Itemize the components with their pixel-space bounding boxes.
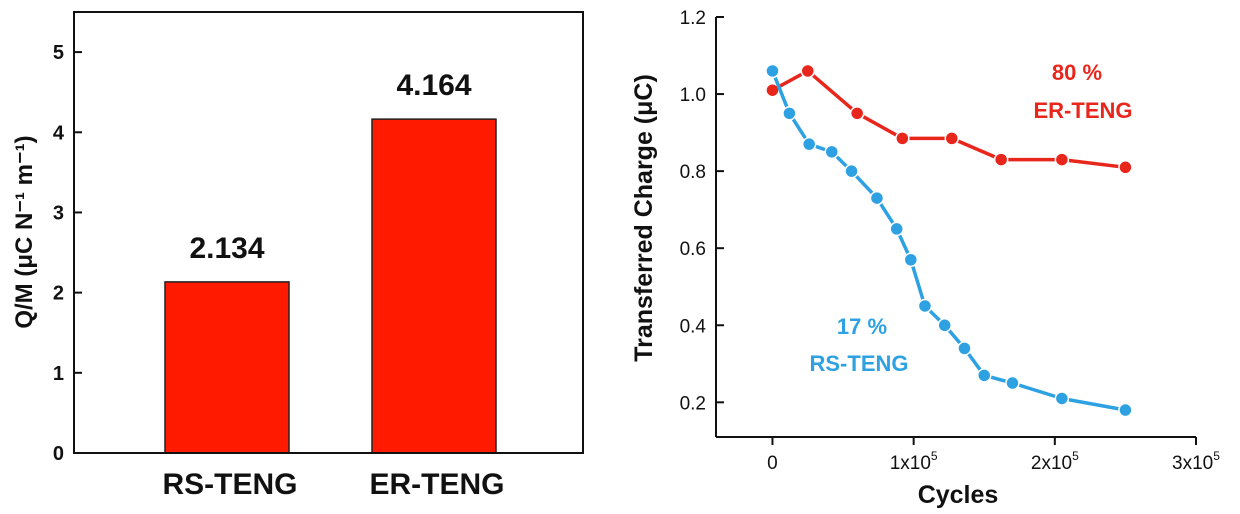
series-point-er-teng xyxy=(849,106,865,121)
bar-y-tick-label: 5 xyxy=(53,42,64,64)
bar-y-tick-label: 2 xyxy=(53,283,64,305)
line-series-group xyxy=(765,63,1133,418)
line-axes xyxy=(715,17,1196,438)
series-point-er-teng xyxy=(895,131,910,146)
bar-data-label: 2.134 xyxy=(189,232,264,265)
series-point-rs-teng xyxy=(889,221,904,237)
line-y-tick-label: 0.8 xyxy=(680,162,706,183)
line-y-tick-label: 1.0 xyxy=(680,85,706,106)
line-x-ticks: 0 1x105 2x105 3x105 xyxy=(767,437,1220,474)
series-line-er-teng xyxy=(771,69,1126,170)
bar-y-axis-title: Q/M (μC N⁻¹ m⁻¹) xyxy=(11,135,38,328)
line-x-tick-label: 1x105 xyxy=(890,449,938,474)
series-point-rs-teng xyxy=(957,341,972,356)
bar-chart: 0 1 2 3 4 5 2.134 4.164 RS-TENG ER-TENG Q/M (μC… xyxy=(11,11,584,501)
series-point-rs-teng xyxy=(824,144,840,160)
series-point-rs-teng xyxy=(1054,391,1070,406)
line-x-tick-label: 0 xyxy=(767,453,778,474)
line-y-axis-title: Transferred Charge (μC) xyxy=(630,74,658,362)
line-y-ticks: 0.2 0.4 0.6 0.8 1.0 1.2 xyxy=(680,8,724,414)
bar-data-label: 4.164 xyxy=(396,69,471,102)
series-er-teng xyxy=(765,63,1133,175)
line-x-axis-title: Cycles xyxy=(918,481,999,509)
er-annotation-label: ER-TENG xyxy=(1034,98,1133,123)
series-point-rs-teng xyxy=(1118,402,1133,418)
bar-category-labels: RS-TENG ER-TENG xyxy=(163,468,505,501)
bar-er-teng xyxy=(371,118,497,454)
bar-y-tick-label: 0 xyxy=(53,443,64,465)
bar-rs-teng xyxy=(164,281,290,454)
bar-category-label: ER-TENG xyxy=(370,468,505,501)
series-point-rs-teng xyxy=(869,190,885,206)
line-x-tick-label: 3x105 xyxy=(1172,449,1220,474)
bar-y-tick-label: 3 xyxy=(53,202,64,224)
series-point-er-teng xyxy=(1118,160,1133,175)
series-point-er-teng xyxy=(944,131,960,146)
series-point-rs-teng xyxy=(976,368,992,383)
bar-y-tick-label: 4 xyxy=(53,122,65,144)
series-point-rs-teng xyxy=(801,136,817,152)
series-point-rs-teng xyxy=(917,298,933,314)
line-chart: 0.2 0.4 0.6 0.8 1.0 1.2 0 1x105 2x105 3x105 Tran… xyxy=(630,8,1220,509)
series-point-rs-teng xyxy=(844,163,859,179)
line-x-tick-label: 2x105 xyxy=(1031,449,1079,474)
series-point-er-teng xyxy=(1054,152,1070,167)
er-annotation-percent: 80 % xyxy=(1052,60,1102,85)
series-point-rs-teng xyxy=(903,252,919,268)
bar-marks xyxy=(164,118,497,454)
series-point-er-teng xyxy=(993,152,1009,167)
series-rs-teng xyxy=(765,63,1133,418)
series-point-rs-teng xyxy=(782,106,797,121)
series-point-rs-teng xyxy=(765,63,780,79)
bar-y-tick-label: 1 xyxy=(53,363,64,385)
line-y-tick-label: 1.2 xyxy=(680,8,706,29)
rs-annotation-label: RS-TENG xyxy=(810,351,909,376)
series-point-rs-teng xyxy=(1005,375,1020,391)
rs-annotation-percent: 17 % xyxy=(837,314,887,339)
line-y-tick-label: 0.6 xyxy=(680,239,706,260)
bar-plot-frame xyxy=(73,11,584,454)
bar-data-labels: 2.134 4.164 xyxy=(189,69,471,265)
bar-category-label: RS-TENG xyxy=(163,468,298,501)
line-y-tick-label: 0.4 xyxy=(680,316,707,337)
series-point-rs-teng xyxy=(937,318,952,333)
line-y-tick-label: 0.2 xyxy=(680,393,706,414)
series-point-er-teng xyxy=(800,63,816,79)
bar-y-axis: 0 1 2 3 4 5 xyxy=(53,42,82,465)
